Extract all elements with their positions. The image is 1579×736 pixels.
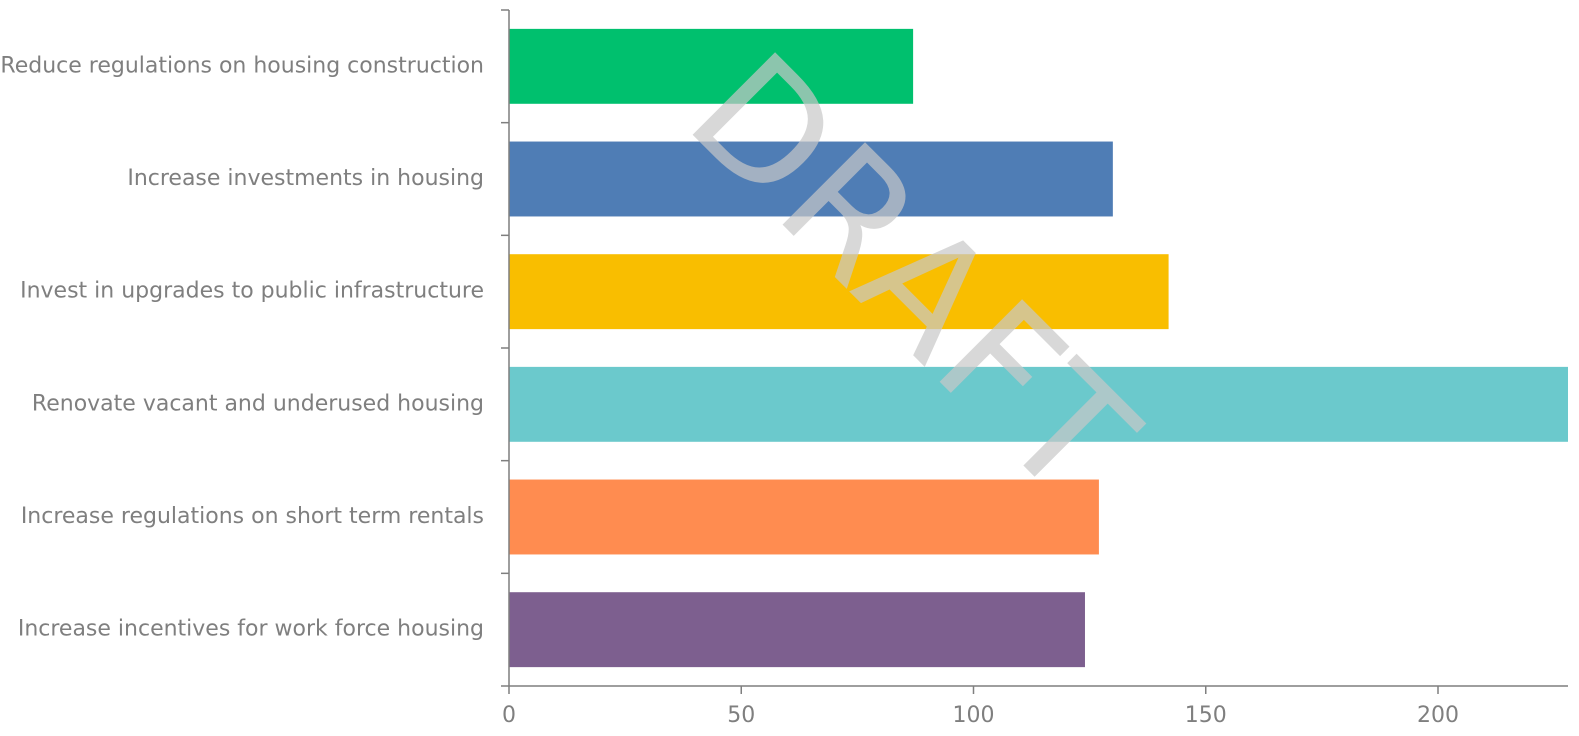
- x-tick-label-3: 150: [1185, 703, 1227, 728]
- bar-3: [509, 366, 1568, 442]
- bar-4: [509, 479, 1099, 555]
- x-tick-labels: 0 50 100 150 200: [502, 703, 1459, 728]
- x-tick-label-1: 50: [727, 703, 755, 728]
- category-labels: Reduce regulations on housing constructi…: [0, 53, 484, 641]
- axis-ticks: [501, 9, 1439, 694]
- x-tick-label-2: 100: [953, 703, 995, 728]
- category-label-1: Increase investments in housing: [127, 166, 484, 191]
- bar-1: [509, 141, 1113, 217]
- category-label-0: Reduce regulations on housing constructi…: [0, 53, 484, 78]
- bar-2: [509, 254, 1169, 330]
- x-tick-label-0: 0: [502, 703, 516, 728]
- bar-0: [509, 28, 914, 104]
- bars-group: [509, 28, 1568, 668]
- x-tick-label-4: 200: [1417, 703, 1459, 728]
- category-label-2: Invest in upgrades to public infrastruct…: [20, 279, 484, 304]
- category-label-3: Renovate vacant and underused housing: [32, 391, 484, 416]
- category-label-5: Increase incentives for work force housi…: [18, 617, 484, 642]
- category-label-4: Increase regulations on short term renta…: [21, 504, 484, 529]
- bar-5: [509, 592, 1085, 668]
